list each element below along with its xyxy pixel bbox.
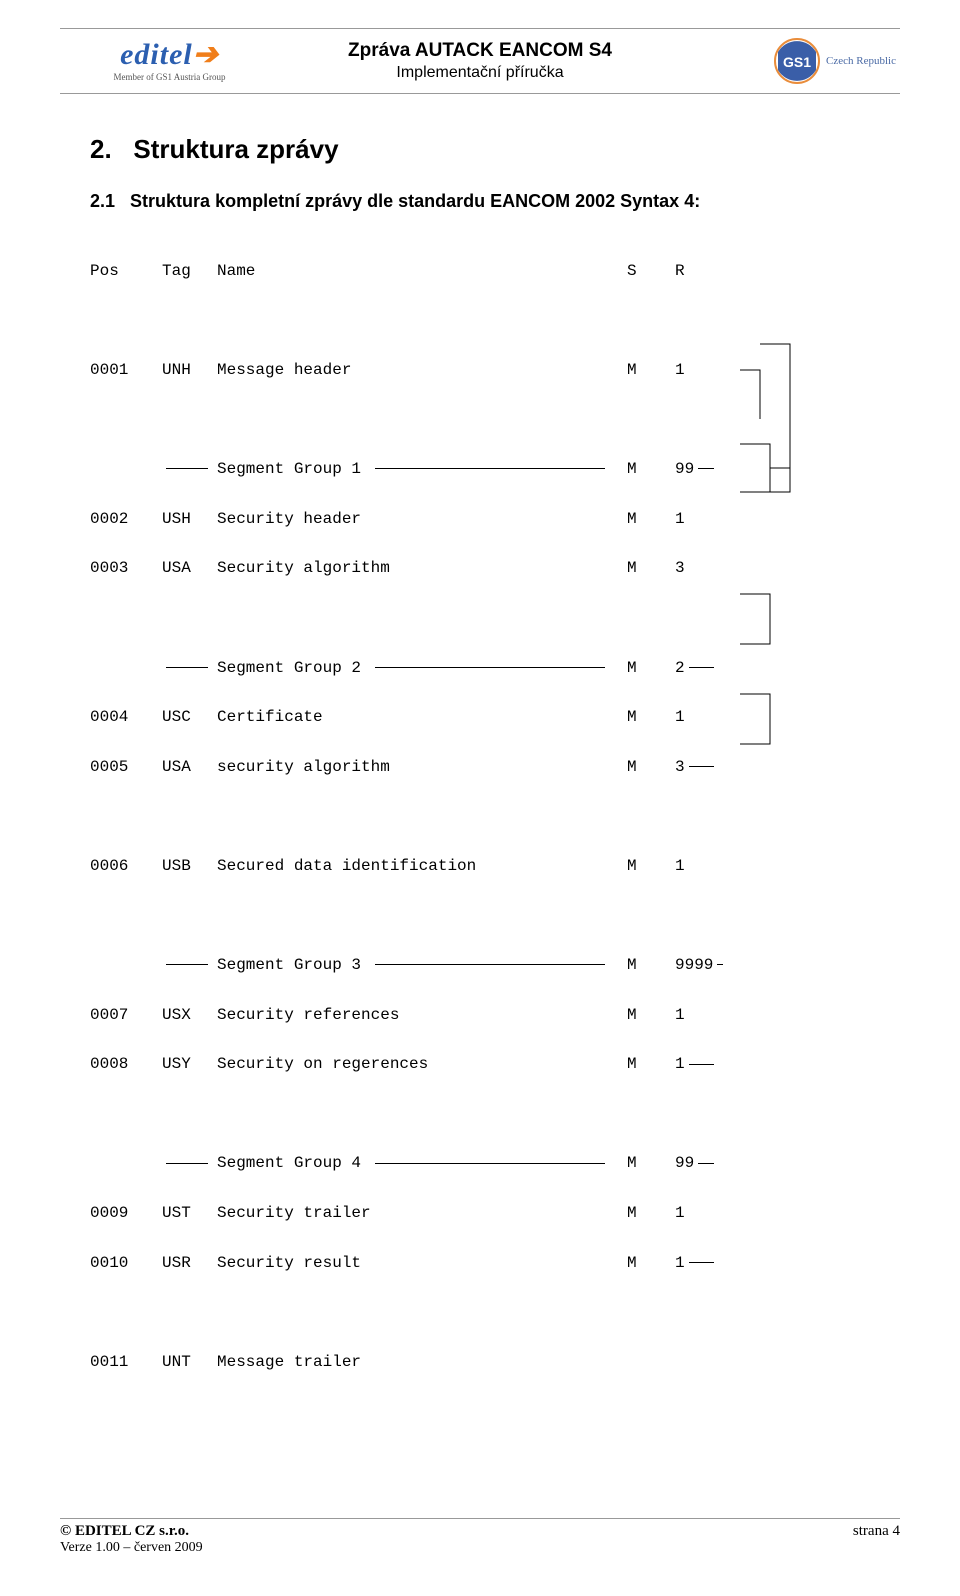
table-header: PosTagNameSR	[90, 259, 870, 284]
col-r: R	[675, 259, 735, 284]
header-center: Zpráva AUTACK EANCOM S4 Implementační př…	[275, 40, 685, 82]
section-number: 2.	[90, 134, 112, 164]
footer-left: © EDITEL CZ s.r.o. Verze 1.00 – červen 2…	[60, 1523, 203, 1556]
page-footer: © EDITEL CZ s.r.o. Verze 1.00 – červen 2…	[60, 1518, 900, 1556]
gs1-circle-icon: GS1	[774, 38, 820, 84]
editel-logo: editel➔ Member of GS1 Austria Group	[60, 40, 275, 82]
col-name: Name	[217, 259, 627, 284]
gs1-country: Czech Republic	[826, 55, 896, 67]
col-tag: Tag	[162, 259, 217, 284]
subsection-number: 2.1	[90, 191, 115, 211]
editel-logo-text: editel➔	[120, 40, 219, 70]
structure-table: PosTagNameSR 0001UNHMessage headerM1 Seg…	[90, 234, 870, 1499]
editel-subtitle: Member of GS1 Austria Group	[114, 72, 226, 82]
doc-subtitle: Implementační příručka	[275, 64, 685, 82]
page-header: editel➔ Member of GS1 Austria Group Zprá…	[60, 28, 900, 94]
svg-text:GS1: GS1	[783, 54, 811, 70]
doc-title: Zpráva AUTACK EANCOM S4	[275, 40, 685, 62]
content: 2. Struktura zprávy 2.1 Struktura komple…	[60, 94, 900, 1499]
subsection-heading: Struktura kompletní zprávy dle standardu…	[130, 191, 700, 211]
footer-company: © EDITEL CZ s.r.o.	[60, 1523, 203, 1540]
bracket-overlay	[740, 282, 910, 1547]
editel-word: editel	[120, 38, 193, 71]
subsection-title: 2.1 Struktura kompletní zprávy dle stand…	[90, 191, 870, 212]
section-heading: Struktura zprávy	[133, 134, 338, 164]
footer-page: strana 4	[853, 1523, 900, 1556]
editel-arrow-icon: ➔	[193, 38, 219, 71]
section-title: 2. Struktura zprávy	[90, 134, 870, 165]
footer-version: Verze 1.00 – červen 2009	[60, 1540, 203, 1556]
col-pos: Pos	[90, 259, 162, 284]
gs1-logo: GS1 Czech Republic	[685, 38, 900, 84]
col-s: S	[627, 259, 675, 284]
